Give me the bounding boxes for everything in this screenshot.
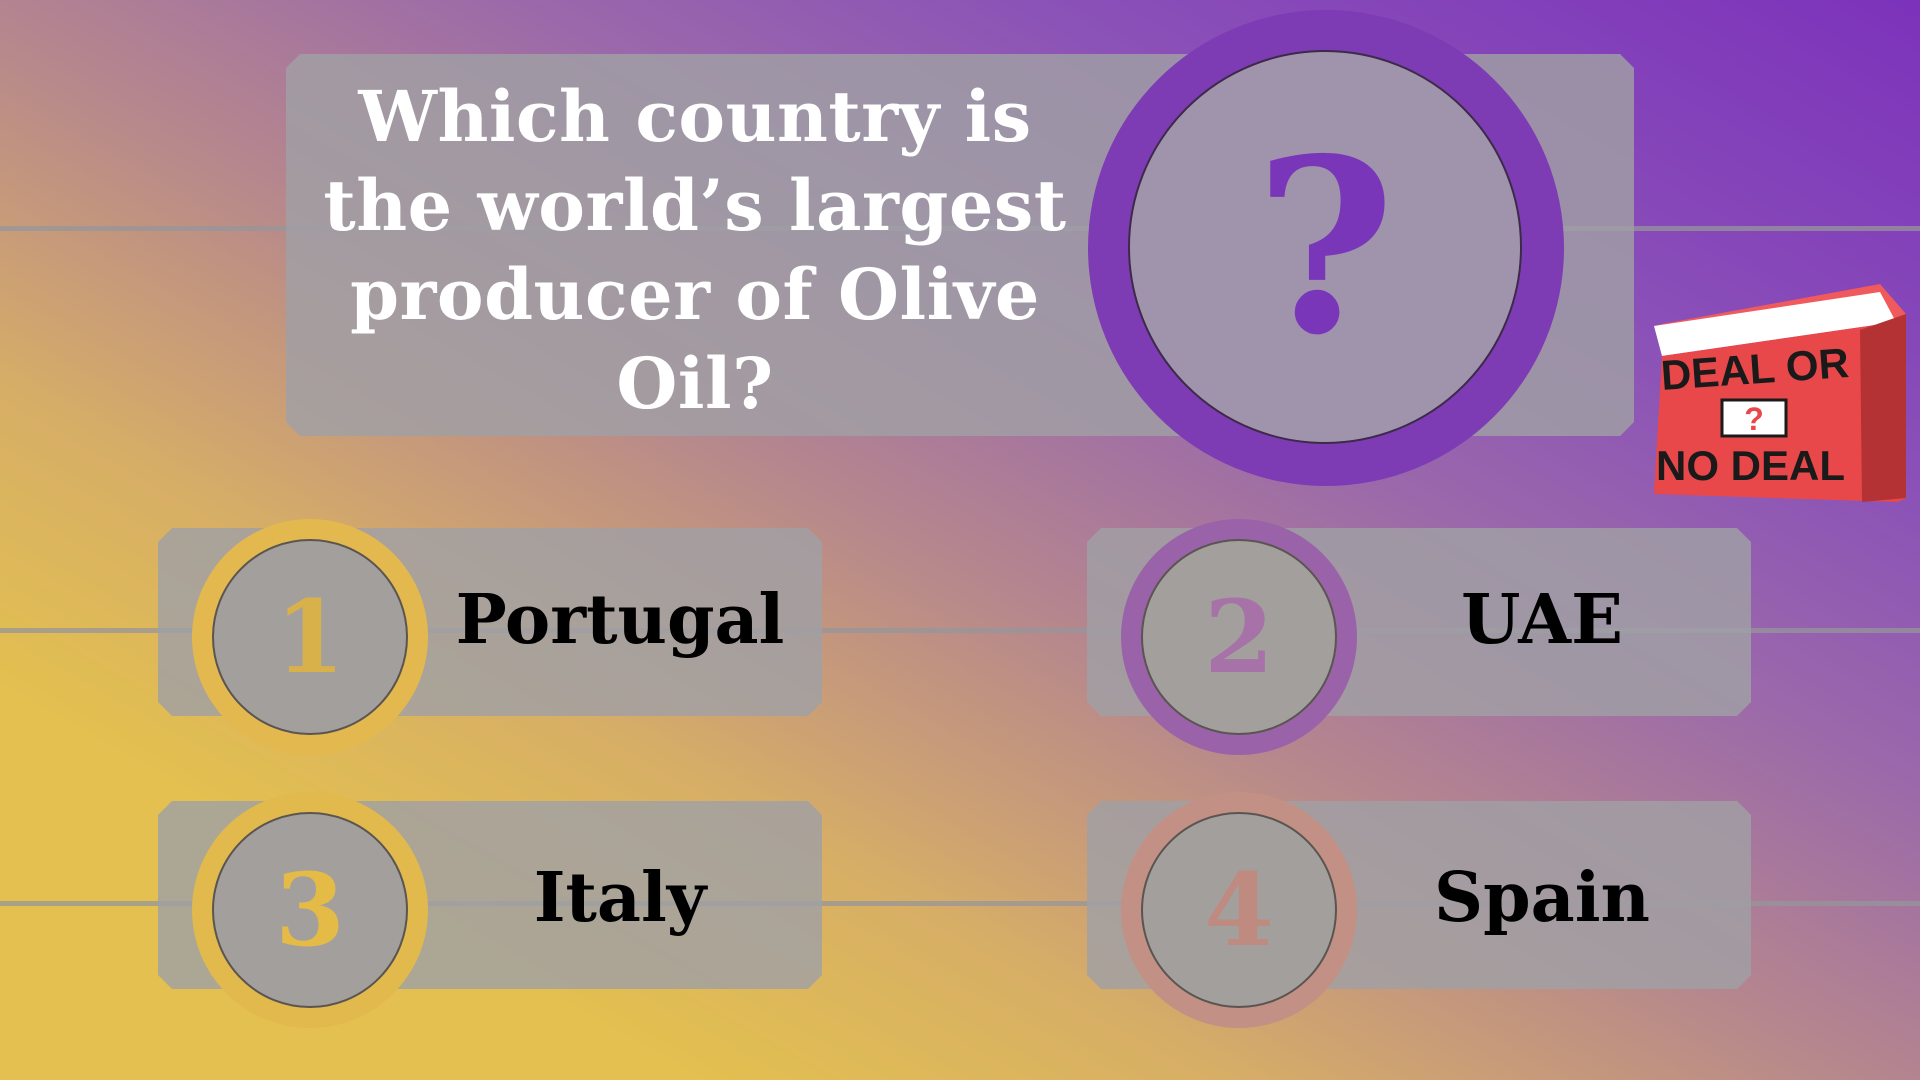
answer-3-label[interactable]: Italy bbox=[533, 858, 707, 938]
logo-box-stripe bbox=[1654, 292, 1896, 356]
answer-2-label[interactable]: UAE bbox=[1461, 580, 1623, 660]
question-badge bbox=[1128, 50, 1522, 444]
answer-4-label[interactable]: Spain bbox=[1434, 858, 1650, 938]
logo-box-side bbox=[1860, 314, 1906, 502]
logo-badge bbox=[1720, 398, 1788, 438]
deal-or-no-deal-logo: DEAL OR ? NO DEAL bbox=[1654, 284, 1906, 502]
question-text: Which country is the world’s largest pro… bbox=[323, 75, 1067, 425]
answer-3-number: 3 bbox=[212, 812, 408, 1008]
answer-1-label[interactable]: Portugal bbox=[455, 580, 785, 660]
answers-row2-rule bbox=[0, 901, 1920, 906]
logo-line2: NO DEAL bbox=[1656, 442, 1845, 489]
answer-1-number: 1 bbox=[212, 539, 408, 735]
question-mark-icon: ? bbox=[1254, 106, 1396, 388]
logo-badge-mark: ? bbox=[1744, 401, 1764, 437]
answer-4-number: 4 bbox=[1141, 812, 1337, 1008]
answer-2-number: 2 bbox=[1141, 539, 1337, 735]
answers-row1-rule bbox=[0, 628, 1920, 633]
